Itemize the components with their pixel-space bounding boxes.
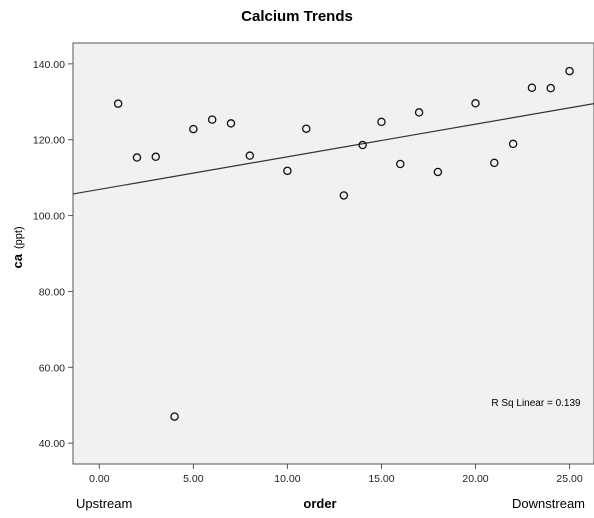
y-axis-title-group: ca (ppt) bbox=[10, 226, 25, 268]
data-point bbox=[301, 124, 311, 133]
data-point bbox=[339, 191, 349, 200]
data-point bbox=[132, 153, 142, 162]
linear-fit-line bbox=[73, 103, 594, 195]
x-tick-label: 0.00 bbox=[89, 473, 110, 485]
data-point bbox=[396, 159, 405, 169]
plot-area bbox=[72, 42, 594, 465]
y-tick-label: 100.00 bbox=[33, 211, 65, 223]
data-point bbox=[414, 108, 424, 117]
y-tick-label: 140.00 bbox=[33, 59, 65, 71]
data-point bbox=[527, 83, 537, 93]
x-axis-title: order bbox=[303, 496, 336, 511]
data-point bbox=[565, 66, 574, 76]
data-point bbox=[490, 158, 499, 168]
x-axis: 0.00 5.00 10.00 15.00 20.00 25.00 bbox=[89, 464, 583, 485]
y-tick-label: 40.00 bbox=[39, 438, 65, 450]
data-point bbox=[170, 412, 179, 421]
data-point bbox=[113, 99, 123, 108]
y-tick-label: 120.00 bbox=[33, 135, 65, 147]
x-tick-label: 15.00 bbox=[368, 473, 394, 485]
data-point bbox=[508, 139, 518, 149]
x-right-label: Downstream bbox=[512, 496, 585, 511]
data-point bbox=[358, 140, 367, 150]
data-point bbox=[377, 117, 386, 127]
x-tick-label: 25.00 bbox=[556, 473, 582, 485]
data-point bbox=[226, 119, 236, 128]
y-axis-unit: (ppt) bbox=[13, 226, 25, 249]
data-point bbox=[546, 83, 555, 93]
x-tick-label: 20.00 bbox=[462, 473, 488, 485]
data-points bbox=[113, 66, 574, 421]
chart-title: Calcium Trends bbox=[241, 8, 353, 25]
y-axis-title: ca bbox=[10, 253, 25, 268]
x-tick-label: 10.00 bbox=[274, 473, 300, 485]
y-tick-label: 80.00 bbox=[39, 286, 65, 298]
data-point bbox=[151, 152, 161, 162]
r-squared-annotation: R Sq Linear = 0.139 bbox=[491, 398, 581, 409]
data-point bbox=[283, 166, 292, 176]
data-point bbox=[207, 115, 217, 124]
y-axis: 40.00 60.00 80.00 100.00 120.00 140.00 bbox=[33, 59, 73, 450]
x-left-label: Upstream bbox=[76, 496, 132, 511]
data-point bbox=[189, 124, 198, 134]
data-point bbox=[471, 99, 480, 108]
x-tick-label: 5.00 bbox=[183, 473, 204, 485]
y-tick-label: 60.00 bbox=[39, 362, 65, 374]
data-point bbox=[433, 167, 443, 177]
data-point bbox=[245, 151, 255, 160]
